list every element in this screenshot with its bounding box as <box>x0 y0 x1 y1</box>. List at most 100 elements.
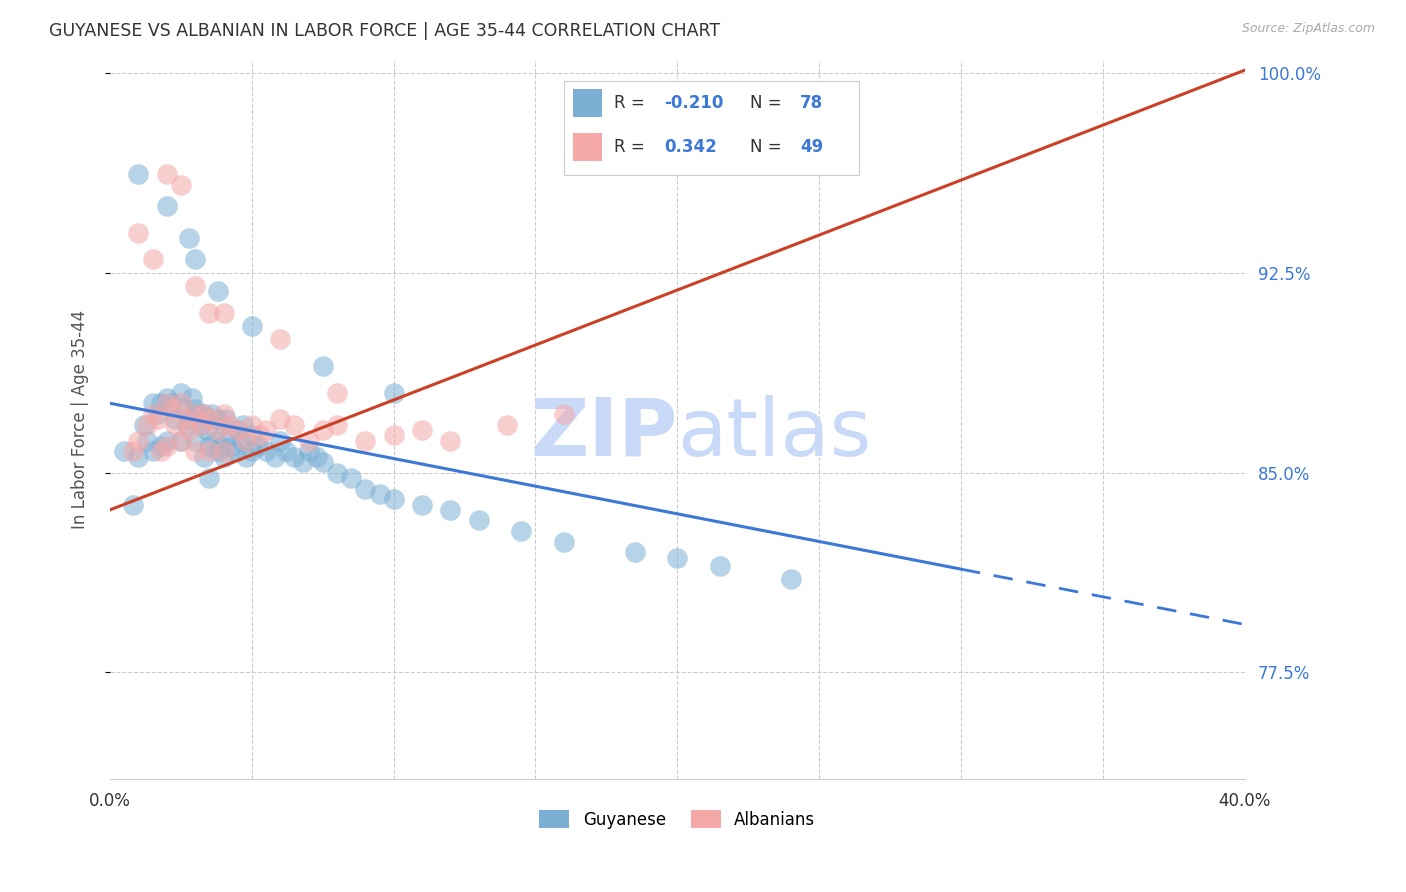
Text: atlas: atlas <box>678 394 872 473</box>
Point <box>150 444 173 458</box>
Point <box>198 444 221 458</box>
Point <box>184 444 207 458</box>
Point <box>623 545 645 559</box>
Point <box>184 434 207 448</box>
Point <box>156 434 179 448</box>
Point <box>162 401 184 416</box>
Point <box>212 306 235 320</box>
Point <box>269 332 291 346</box>
Point <box>156 199 179 213</box>
Legend: Guyanese, Albanians: Guyanese, Albanians <box>533 804 823 835</box>
Point <box>235 434 257 448</box>
Point <box>156 391 179 405</box>
Point <box>170 434 193 448</box>
Point <box>263 450 285 464</box>
Point <box>207 285 229 299</box>
Point <box>132 417 155 432</box>
Point <box>312 423 335 437</box>
Point <box>291 455 314 469</box>
Point <box>148 412 170 426</box>
Point <box>201 407 224 421</box>
Point <box>207 423 229 437</box>
Point <box>553 407 575 421</box>
Point <box>170 385 193 400</box>
Point <box>382 385 405 400</box>
Point <box>218 428 240 442</box>
Point <box>212 407 235 421</box>
Y-axis label: In Labor Force | Age 35-44: In Labor Force | Age 35-44 <box>72 310 89 529</box>
Point <box>184 252 207 267</box>
Point <box>368 487 391 501</box>
Point <box>142 407 165 421</box>
Point <box>204 434 226 448</box>
Point <box>496 417 519 432</box>
Point <box>165 412 187 426</box>
Point <box>254 444 277 458</box>
Point <box>510 524 533 538</box>
Point <box>207 444 229 458</box>
Point <box>226 423 249 437</box>
Point <box>112 444 135 458</box>
Point <box>283 450 305 464</box>
Point <box>218 417 240 432</box>
Point <box>193 407 215 421</box>
Point <box>226 423 249 437</box>
Point <box>326 417 349 432</box>
Point <box>354 482 377 496</box>
Point <box>307 450 329 464</box>
Point <box>198 471 221 485</box>
Point <box>142 252 165 267</box>
Point <box>170 434 193 448</box>
Point <box>240 318 263 333</box>
Point <box>709 558 731 573</box>
Point <box>176 412 198 426</box>
Point <box>240 417 263 432</box>
Point <box>165 417 187 432</box>
Point <box>240 444 263 458</box>
Point <box>274 444 297 458</box>
Point <box>179 412 201 426</box>
Point <box>209 439 232 453</box>
Point <box>468 514 491 528</box>
Point <box>127 450 149 464</box>
Point <box>127 167 149 181</box>
Point <box>212 450 235 464</box>
Point <box>254 423 277 437</box>
Point <box>193 450 215 464</box>
Point <box>340 471 363 485</box>
Point <box>221 439 243 453</box>
Point <box>297 434 319 448</box>
Point <box>269 412 291 426</box>
Point <box>142 396 165 410</box>
Point <box>184 279 207 293</box>
Point <box>121 444 143 458</box>
Point <box>212 417 235 432</box>
Point <box>553 534 575 549</box>
Point <box>176 417 198 432</box>
Point <box>411 498 433 512</box>
Point <box>173 401 195 416</box>
Point <box>156 167 179 181</box>
Point <box>326 385 349 400</box>
Point <box>179 231 201 245</box>
Point <box>142 444 165 458</box>
Point <box>136 417 159 432</box>
Point <box>156 396 179 410</box>
Text: Source: ZipAtlas.com: Source: ZipAtlas.com <box>1241 22 1375 36</box>
Point <box>162 396 184 410</box>
Point <box>249 428 271 442</box>
Point <box>184 407 207 421</box>
Point <box>382 492 405 507</box>
Point <box>212 444 235 458</box>
Point <box>150 439 173 453</box>
Point <box>198 306 221 320</box>
Point <box>179 423 201 437</box>
Point <box>150 396 173 410</box>
Point <box>312 359 335 373</box>
Point <box>184 401 207 416</box>
Point <box>283 417 305 432</box>
Point <box>190 417 212 432</box>
Point <box>235 450 257 464</box>
Text: ZIP: ZIP <box>530 394 678 473</box>
Point <box>215 412 238 426</box>
